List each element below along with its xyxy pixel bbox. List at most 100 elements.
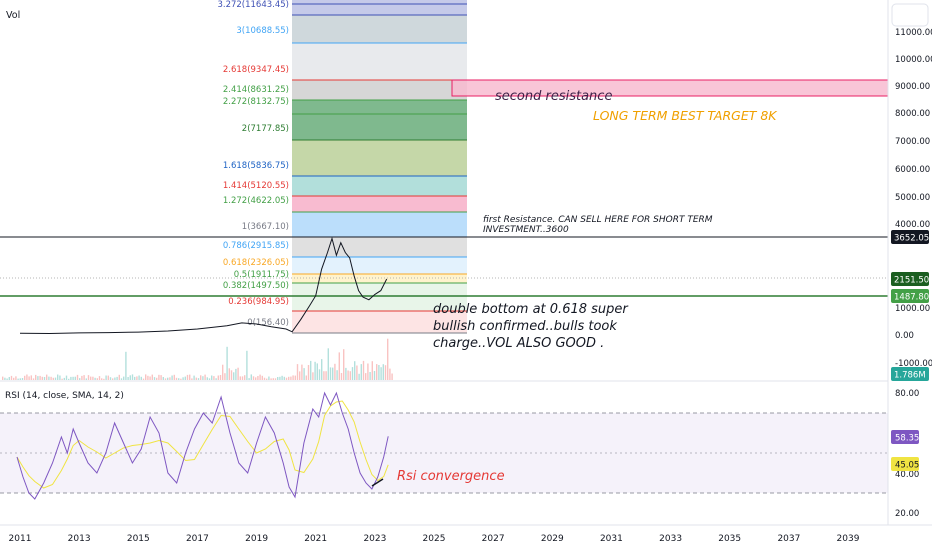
volume-bar — [365, 373, 367, 380]
volume-bar — [123, 376, 125, 380]
volume-bar — [138, 375, 140, 380]
time-tick-2011: 2011 — [9, 534, 32, 544]
volume-bar — [30, 375, 32, 380]
price-axis[interactable]: 11000.00 10000.00 9000.00 8000.00 7000.00 600… — [895, 28, 932, 369]
volume-bar — [13, 377, 15, 380]
volume-bar — [321, 359, 323, 380]
volume-bar — [268, 376, 270, 380]
price-marker-bg — [891, 272, 929, 286]
fib-label-0: 3.272(11643.45) — [217, 0, 289, 10]
volume-bar — [310, 360, 312, 380]
time-axis[interactable]: 2011 2013 2015 2017 2019 2021 2023 2025 2027 2029… — [9, 534, 860, 544]
volume-bar — [96, 378, 98, 380]
volume-bar — [32, 378, 35, 380]
fib-band-2 — [292, 140, 467, 176]
volume-bar — [261, 375, 263, 380]
volume-bar — [208, 378, 211, 380]
volume-bar — [74, 376, 76, 380]
volume-bar — [15, 376, 17, 380]
volume-bar — [70, 376, 72, 380]
volume-bar — [6, 378, 8, 380]
volume-bar — [197, 378, 200, 380]
volume-bar — [358, 373, 360, 380]
price-tick: -1000.00 — [895, 359, 932, 369]
volume-bar — [281, 375, 283, 380]
long-term-target-label: LONG TERM BEST TARGET 8K — [593, 108, 778, 123]
volume-bar — [266, 378, 268, 380]
volume-bar — [120, 378, 123, 380]
volume-bar — [332, 367, 334, 380]
price-tick: 8000.00 — [895, 109, 930, 119]
fib-band-0.618 — [292, 274, 467, 283]
volume-bar — [85, 378, 87, 380]
time-tick-2031: 2031 — [600, 534, 623, 544]
volume-bar — [360, 364, 362, 380]
rsi-indicator-label[interactable]: RSI (14, close, SMA, 14, 2) — [5, 391, 124, 401]
volume-bar — [219, 375, 222, 380]
fib-label-6: 1.618(5836.75) — [223, 161, 289, 171]
fib-label-15: 0(156.40) — [247, 318, 289, 328]
rsi-sma-marker-bg — [891, 457, 919, 471]
volume-bar — [8, 377, 10, 380]
volume-bar — [149, 376, 151, 380]
volume-bar — [241, 376, 244, 380]
rsi-convergence-trendline[interactable] — [371, 478, 384, 487]
volume-bar — [345, 367, 347, 380]
fib-label-12: 0.5(1911.75) — [234, 270, 289, 280]
price-marker-bg — [891, 367, 929, 381]
rsi-convergence-label: Rsi convergence — [397, 469, 505, 484]
rsi-markers: 58.35 45.05 — [891, 430, 919, 471]
fib-band-2.618 — [292, 43, 467, 80]
volume-bar — [164, 378, 167, 380]
volume-bar — [19, 378, 21, 380]
volume-bar — [169, 377, 171, 380]
fibonacci-level-lines — [292, 3, 467, 334]
volume-bar — [180, 378, 182, 380]
volume-bar — [92, 376, 94, 380]
rsi-value-marker: 58.35 — [895, 434, 919, 444]
volume-bar — [356, 365, 358, 380]
volume-bar — [81, 375, 83, 380]
volume-bar — [334, 363, 336, 380]
volume-bar — [21, 378, 24, 380]
volume-bar — [206, 377, 208, 380]
rsi-axis[interactable]: 80.00 40.00 20.00 — [895, 389, 919, 519]
volume-bar — [63, 377, 65, 380]
price-tick: 10000.00 — [895, 55, 932, 65]
price-tick: 0.00 — [895, 331, 914, 341]
volume-bar — [349, 371, 351, 380]
double-bottom-note-line-2: bullish confirmed..bulls took — [433, 319, 617, 334]
volume-bar — [294, 375, 296, 380]
volume-bar — [270, 378, 272, 380]
volume-bar — [299, 371, 301, 380]
volume-bar — [182, 377, 184, 380]
volume-bar — [2, 376, 4, 380]
volume-bar — [173, 374, 175, 380]
volume-bar — [17, 378, 19, 380]
volume-bar — [43, 377, 46, 380]
price-tick: 9000.00 — [895, 82, 930, 92]
volume-bar — [142, 378, 145, 380]
volume-bar — [39, 375, 41, 380]
time-tick-2021: 2021 — [304, 534, 327, 544]
volume-bar — [237, 367, 239, 380]
volume-bar — [378, 365, 380, 380]
volume-bar — [369, 372, 371, 380]
volume-bar — [109, 377, 112, 380]
volume-bar — [307, 365, 310, 380]
axis-settings-button[interactable] — [891, 3, 929, 27]
price-marker-label: 2151.50 — [894, 276, 929, 286]
volume-bar — [46, 374, 48, 380]
volume-bar — [26, 374, 28, 380]
volume-bar — [288, 376, 290, 380]
volume-bar — [158, 374, 160, 380]
rsi-tick: 80.00 — [895, 389, 919, 399]
volume-bar — [184, 376, 186, 380]
rsi-value-marker-bg — [891, 430, 919, 444]
time-tick-2029: 2029 — [541, 534, 564, 544]
volume-bar — [162, 377, 164, 380]
volume-bar — [204, 374, 206, 380]
fib-band-1 — [292, 237, 467, 257]
